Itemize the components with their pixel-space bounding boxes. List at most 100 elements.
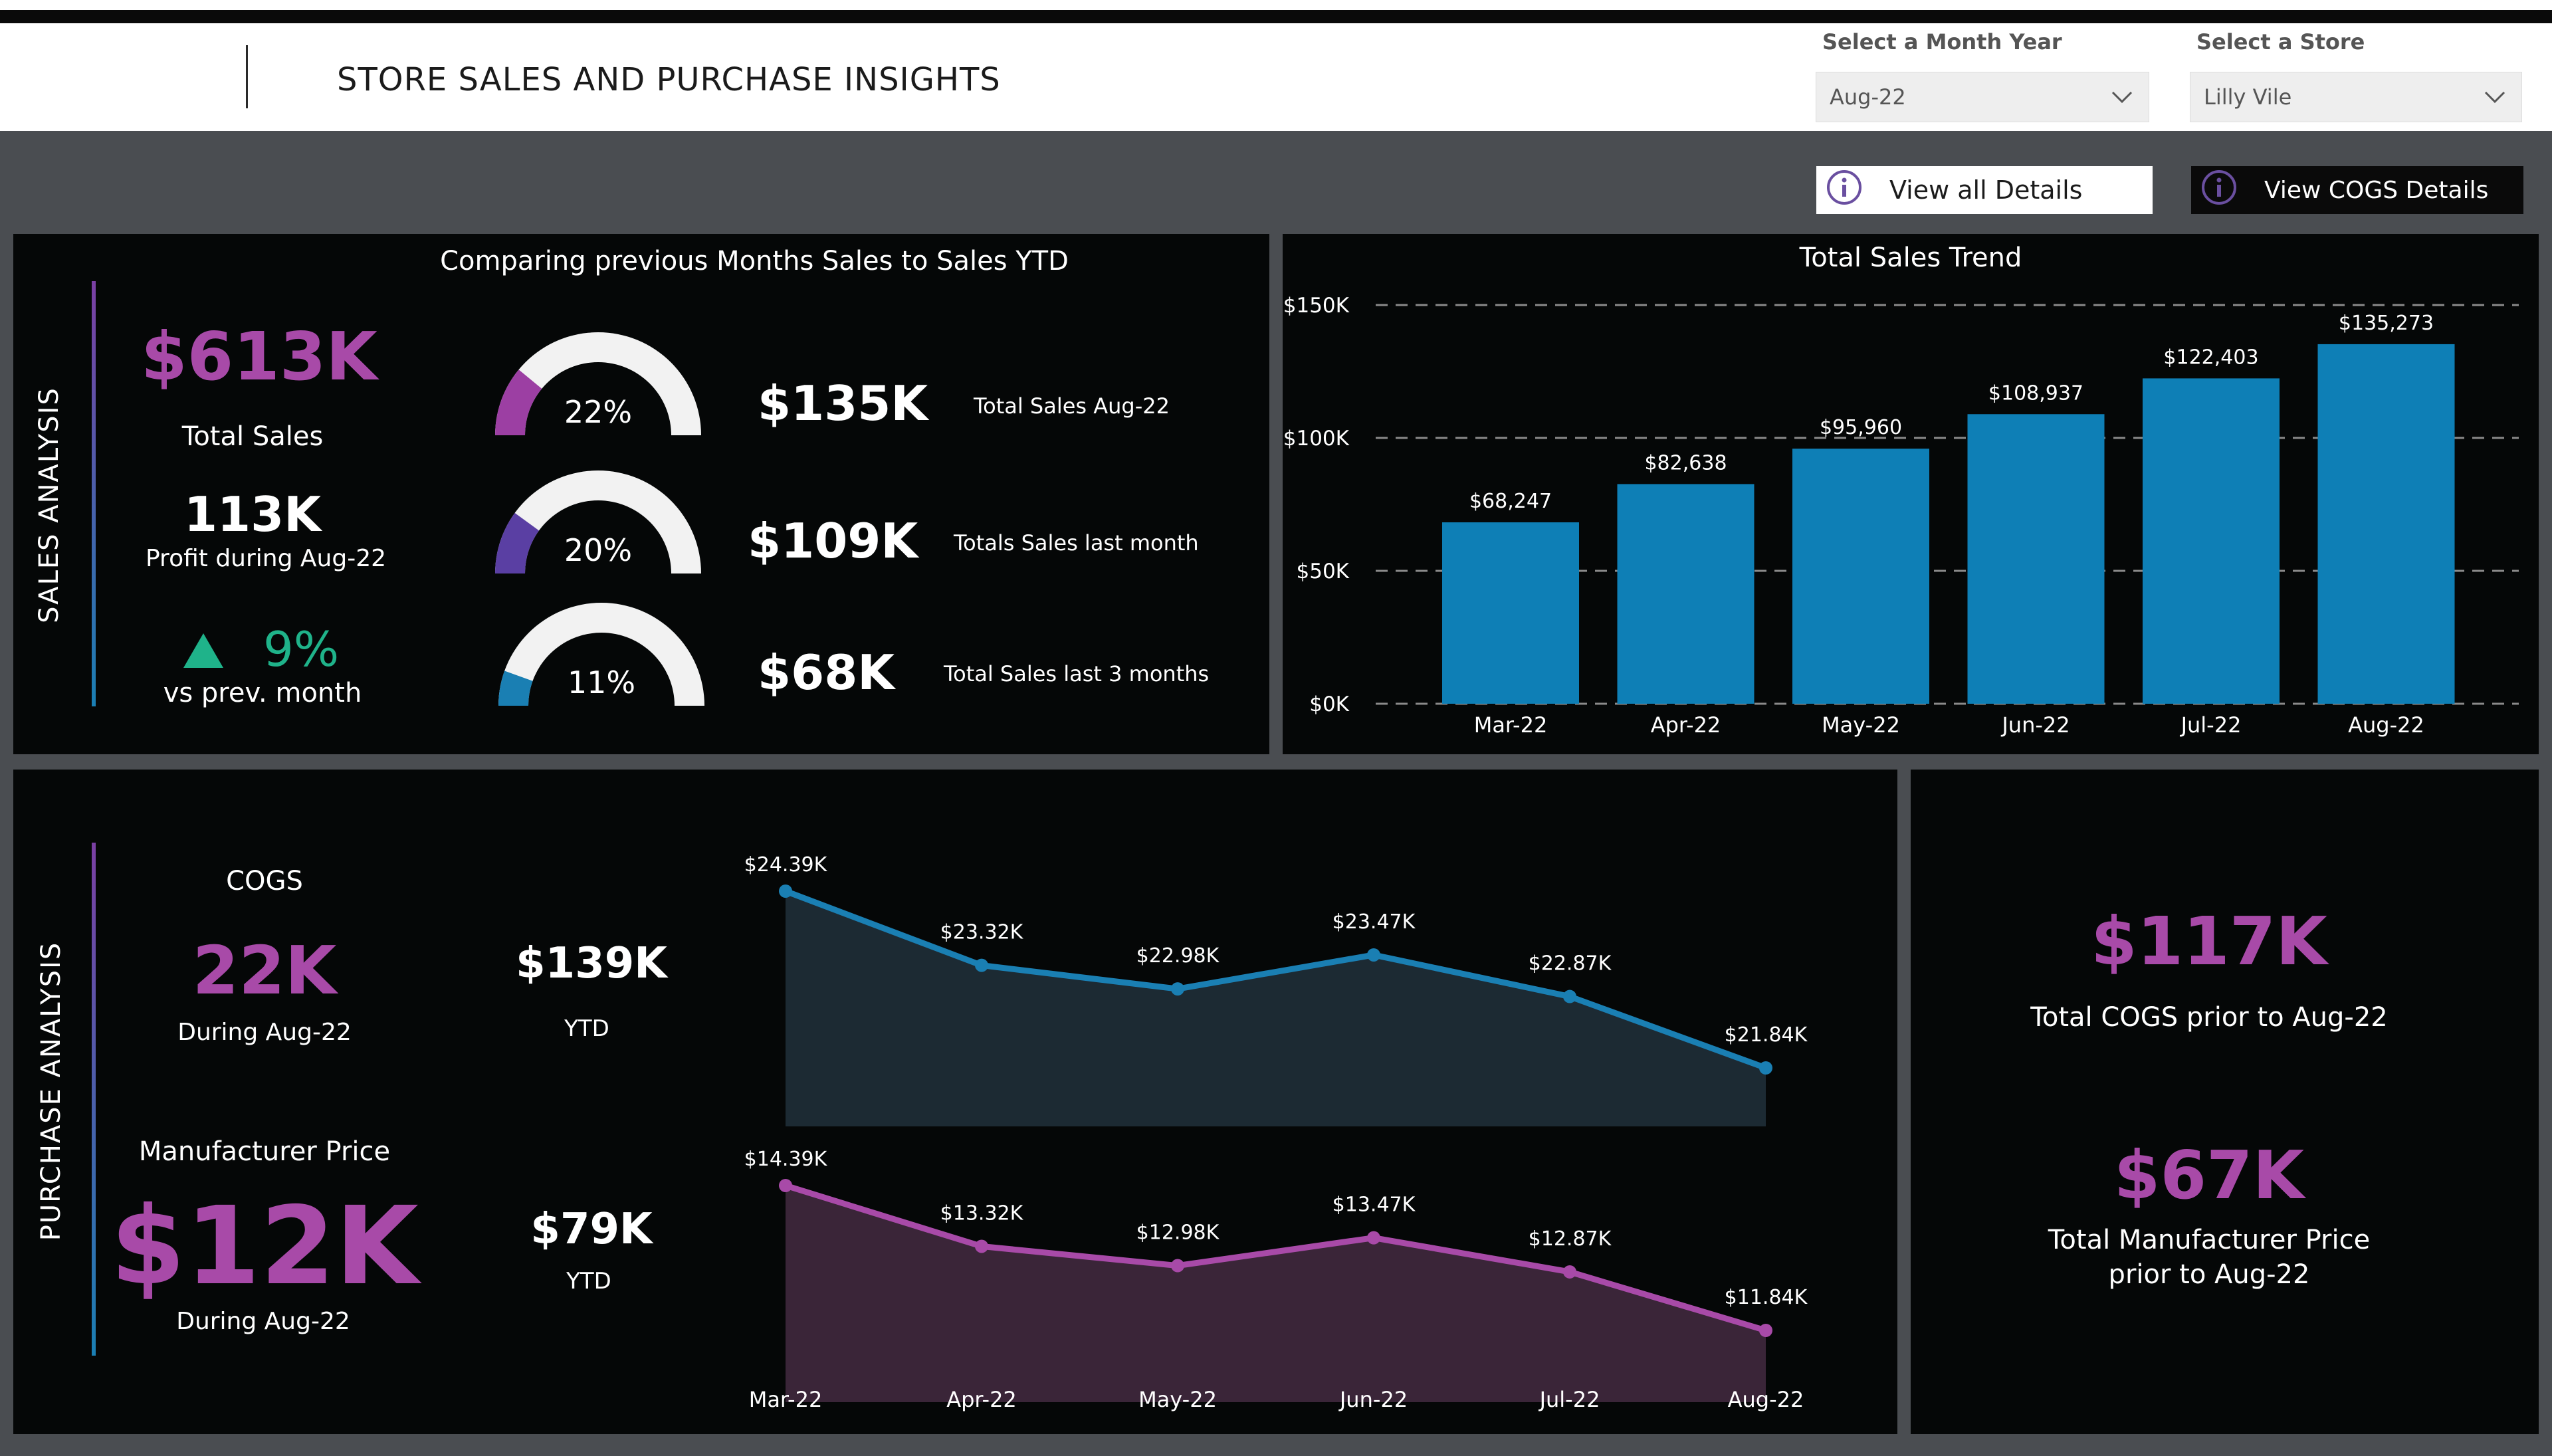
series-line bbox=[784, 888, 1767, 1071]
point-data-label: $12.98K bbox=[1136, 1221, 1220, 1245]
x-tick-label: Mar-22 bbox=[749, 1387, 823, 1412]
gauge-track bbox=[498, 603, 704, 706]
view-cogs-details-button[interactable]: View COGS Details bbox=[2191, 166, 2523, 214]
gauge-label-last-month: Totals Sales last month bbox=[954, 530, 1199, 556]
bar bbox=[1792, 449, 1929, 704]
gauge-percent-last-3-months: 11% bbox=[567, 665, 636, 700]
point-data-label: $12.87K bbox=[1529, 1227, 1612, 1251]
header-divider bbox=[246, 45, 248, 108]
y-tick-label: $150K bbox=[1283, 294, 1350, 318]
point-data-label: $13.47K bbox=[1332, 1194, 1416, 1217]
x-tick-label: Aug-22 bbox=[2348, 712, 2424, 738]
bar-data-label: $95,960 bbox=[1820, 416, 1902, 439]
info-icon bbox=[2200, 169, 2238, 212]
bar bbox=[2317, 344, 2455, 704]
x-tick-label: Mar-22 bbox=[1474, 712, 1548, 738]
point-data-label: $14.39K bbox=[744, 1148, 828, 1171]
chevron-down-icon bbox=[2110, 86, 2134, 115]
prior-cogs-label: Total COGS prior to Aug-22 bbox=[2030, 1002, 2388, 1033]
change-label: vs prev. month bbox=[163, 678, 362, 708]
sales-accent-line bbox=[92, 281, 96, 706]
x-tick-label: May-22 bbox=[1138, 1387, 1217, 1412]
cogs-ytd-value: $139K bbox=[516, 939, 667, 988]
profit-value: 113K bbox=[183, 486, 322, 542]
point-data-label: $13.32K bbox=[940, 1201, 1024, 1225]
data-point bbox=[975, 1239, 988, 1253]
bar-data-label: $135,273 bbox=[2339, 312, 2434, 335]
manufacturer-ytd-value: $79K bbox=[530, 1205, 653, 1254]
bar bbox=[1617, 484, 1754, 704]
sales-trend-title: Total Sales Trend bbox=[1799, 243, 2022, 273]
data-point bbox=[1367, 948, 1380, 962]
y-tick-label: $0K bbox=[1309, 692, 1349, 716]
gauge-fill bbox=[498, 671, 533, 706]
total-sales-value: $613K bbox=[141, 318, 377, 395]
gauge-track bbox=[495, 470, 701, 573]
purchase-trend-charts: $24.39K $23.32K $22.98K $23.47K $22.87K $21.8… bbox=[744, 853, 1808, 1412]
bar-data-label: $108,937 bbox=[1988, 381, 2083, 405]
data-point bbox=[975, 958, 988, 972]
bar-data-label: $68,247 bbox=[1469, 490, 1552, 513]
data-point bbox=[1171, 982, 1184, 996]
data-point bbox=[1563, 989, 1576, 1003]
x-tick-label: Apr-22 bbox=[946, 1387, 1017, 1412]
y-tick-label: $100K bbox=[1283, 427, 1350, 451]
data-point bbox=[1759, 1324, 1772, 1337]
gauge-track bbox=[495, 332, 701, 435]
gauge-last-3-months bbox=[495, 599, 708, 706]
data-point bbox=[1563, 1265, 1576, 1279]
gauge-fill bbox=[495, 512, 540, 573]
view-all-details-label: View all Details bbox=[1889, 175, 2083, 205]
bar bbox=[2143, 378, 2280, 704]
gauge-value-last-month: $109K bbox=[748, 513, 918, 569]
manufacturer-ytd-label: YTD bbox=[566, 1268, 611, 1295]
info-icon bbox=[1826, 169, 1863, 212]
manufacturer-price-period: During Aug-22 bbox=[176, 1308, 350, 1335]
total-sales-label: Total Sales bbox=[181, 421, 324, 452]
gauge-percent-last-month: 20% bbox=[564, 532, 633, 568]
month-slicer-value: Aug-22 bbox=[1830, 84, 1906, 110]
bar bbox=[1442, 522, 1579, 704]
prior-mfr-value: $67K bbox=[2113, 1136, 2305, 1214]
area-fill bbox=[786, 1186, 1766, 1402]
view-all-details-button[interactable]: View all Details bbox=[1816, 166, 2153, 214]
store-slicer-label: Select a Store bbox=[2196, 29, 2365, 54]
point-data-label: $22.98K bbox=[1136, 944, 1220, 968]
point-data-label: $24.39K bbox=[744, 853, 828, 877]
manufacturer-price-value: $12K bbox=[110, 1184, 419, 1309]
point-data-label: $23.47K bbox=[1332, 910, 1416, 934]
y-tick-label: $50K bbox=[1297, 560, 1350, 583]
purchase-analysis-label: PURCHASE ANALYSIS bbox=[36, 941, 66, 1241]
data-point bbox=[1759, 1061, 1772, 1075]
prior-mfr-label-line2: prior to Aug-22 bbox=[2108, 1259, 2310, 1290]
bar bbox=[1967, 414, 2105, 704]
gauge-percent-aug-22: 22% bbox=[564, 394, 633, 430]
x-tick-label: Jun-22 bbox=[2000, 712, 2070, 738]
gauge-aug-22 bbox=[492, 329, 704, 435]
gauge-label-aug-22: Total Sales Aug-22 bbox=[974, 393, 1170, 419]
data-point bbox=[779, 884, 792, 898]
gauge-fill bbox=[495, 369, 542, 435]
cogs-value: 22K bbox=[192, 932, 337, 1009]
x-tick-label: Jul-22 bbox=[1539, 1387, 1600, 1412]
chevron-down-icon bbox=[2483, 86, 2507, 115]
point-data-label: $23.32K bbox=[940, 921, 1024, 944]
page-title: STORE SALES AND PURCHASE INSIGHTS bbox=[337, 61, 1001, 98]
month-slicer[interactable]: Aug-22 bbox=[1816, 72, 2149, 122]
data-point bbox=[1171, 1259, 1184, 1273]
data-point bbox=[779, 1179, 792, 1192]
purchase-accent-line bbox=[92, 843, 96, 1356]
gauge-value-last-3-months: $68K bbox=[758, 645, 895, 700]
month-slicer-label: Select a Month Year bbox=[1822, 29, 2062, 54]
prior-cogs-value: $117K bbox=[2091, 902, 2327, 980]
store-slicer-value: Lilly Vile bbox=[2204, 84, 2292, 110]
point-data-label: $21.84K bbox=[1725, 1023, 1808, 1047]
data-point bbox=[1367, 1231, 1380, 1245]
up-arrow-icon bbox=[183, 633, 223, 671]
profit-label: Profit during Aug-22 bbox=[145, 545, 387, 572]
cogs-ytd-label: YTD bbox=[564, 1015, 609, 1042]
store-slicer[interactable]: Lilly Vile bbox=[2190, 72, 2522, 122]
x-tick-label: Apr-22 bbox=[1651, 712, 1721, 738]
prior-totals-panel bbox=[1911, 770, 2539, 1434]
point-data-label: $11.84K bbox=[1725, 1286, 1808, 1309]
